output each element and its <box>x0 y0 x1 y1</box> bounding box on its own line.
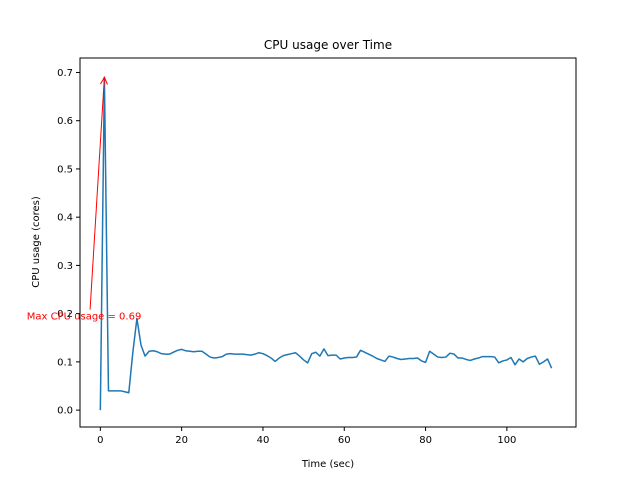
x-tick-label-2: 40 <box>257 435 270 446</box>
annotation-text-0: Max CPU usage = 0.69 <box>27 312 142 323</box>
annotation-group: Max CPU usage = 0.69 <box>27 76 142 323</box>
axis-ticks: 0 20 40 60 80 100 0.0 0.1 0.2 0.3 0.4 0.5 0.6 0.7 <box>57 68 516 446</box>
series-group <box>99 76 553 411</box>
annotation-arrow-0 <box>89 77 105 310</box>
y-axis-label: CPU usage (cores) <box>31 196 42 288</box>
y-tick-label-4: 0.4 <box>57 213 73 224</box>
x-tick-label-3: 60 <box>338 435 351 446</box>
y-tick-label-0: 0.0 <box>57 406 73 417</box>
x-tick-label-1: 20 <box>175 435 188 446</box>
x-tick-label-0: 0 <box>97 435 103 446</box>
x-tick-label-4: 80 <box>419 435 432 446</box>
annotation-arrowhead-0 <box>100 76 108 85</box>
chart-title: CPU usage over Time <box>264 38 392 52</box>
y-tick-label-1: 0.1 <box>57 357 73 368</box>
y-tick-label-5: 0.5 <box>57 164 73 175</box>
x-axis-label: Time (sec) <box>301 459 354 470</box>
y-tick-label-6: 0.6 <box>57 116 73 127</box>
x-tick-label-5: 100 <box>497 435 516 446</box>
series-line-0 <box>99 76 553 411</box>
y-tick-label-7: 0.7 <box>57 68 73 79</box>
y-tick-label-3: 0.3 <box>57 261 73 272</box>
y-tick-label-2: 0.2 <box>57 309 73 320</box>
plot-frame <box>79 57 577 428</box>
